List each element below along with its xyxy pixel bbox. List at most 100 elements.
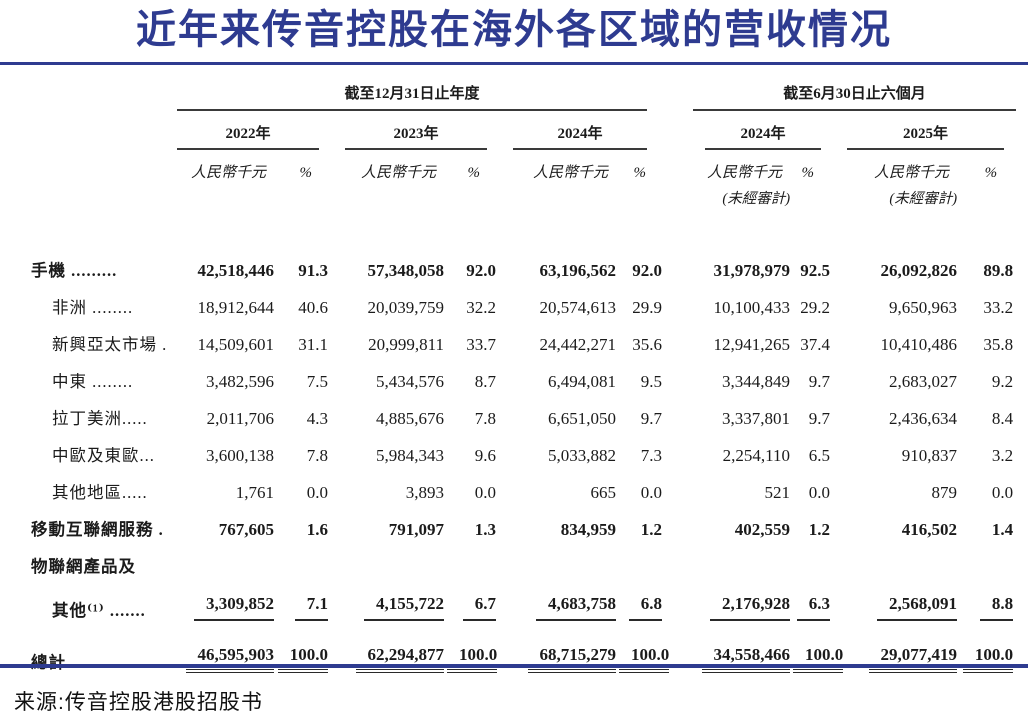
- value-cell: 2,568,091: [834, 585, 959, 629]
- cell-text: 402,559: [734, 520, 791, 539]
- cell-text: 8.8: [979, 593, 1014, 621]
- percent-cell: 92.0: [618, 252, 666, 289]
- cell-text: 8.7: [474, 372, 496, 391]
- gap-cell: [666, 252, 692, 289]
- row-label: 拉丁美洲.....: [52, 409, 148, 428]
- percent-cell: 9.7: [618, 400, 666, 437]
- cell-text: 1.3: [474, 520, 496, 539]
- value-cell: 3,337,801: [692, 400, 792, 437]
- row-label: 總計 ..........: [31, 653, 123, 672]
- value-cell: [834, 548, 959, 585]
- value-cell: 26,092,826: [834, 252, 959, 289]
- value-cell: 10,410,486: [834, 326, 959, 363]
- percent-cell: 91.3: [276, 252, 332, 289]
- cell-text: 9.7: [808, 372, 831, 391]
- percent-cell: 0.0: [959, 474, 1017, 511]
- cell-text: 92.5: [800, 261, 831, 280]
- percent-cell: 9.7: [792, 363, 834, 400]
- percent-cell: 33.7: [446, 326, 500, 363]
- cell-text: 0.0: [991, 483, 1014, 502]
- cell-text: 3,482,596: [206, 372, 274, 391]
- cell-text: 29.9: [632, 298, 663, 317]
- value-cell: 6,494,081: [500, 363, 618, 400]
- value-cell: [500, 548, 618, 585]
- percent-cell: 7.3: [618, 437, 666, 474]
- cell-text: 35.8: [983, 335, 1014, 354]
- currency-header: 人民幣千元: [874, 165, 950, 181]
- cell-text: 29.2: [800, 298, 831, 317]
- gap-cell: [666, 474, 692, 511]
- row-label: 移動互聯網服務 .: [31, 520, 164, 539]
- percent-cell: 0.0: [618, 474, 666, 511]
- percent-cell: 8.8: [959, 585, 1017, 629]
- percent-cell: 6.8: [618, 585, 666, 629]
- cell-text: 2,254,110: [722, 446, 791, 465]
- percent-cell: 8.4: [959, 400, 1017, 437]
- cell-text: 10,100,433: [713, 298, 791, 317]
- percent-cell: 29.9: [618, 289, 666, 326]
- value-cell: 57,348,058: [332, 252, 446, 289]
- percent-cell: 1.3: [446, 511, 500, 548]
- value-cell: 416,502: [834, 511, 959, 548]
- percent-cell: 37.4: [792, 326, 834, 363]
- empty-cell: [30, 151, 176, 184]
- percent-cell: 92.5: [792, 252, 834, 289]
- cell-text: 910,837: [901, 446, 958, 465]
- table-row: 移動互聯網服務 . 767,605 1.6 791,097 1.3 834,959 1.2 4…: [30, 511, 1017, 548]
- gap-cell: [666, 437, 692, 474]
- percent-cell: [276, 548, 332, 585]
- cell-text: 100.0: [619, 644, 670, 673]
- value-cell: 767,605: [176, 511, 276, 548]
- table-row: 總計 .......... 46,595,903 100.0 62,294,877 10…: [30, 629, 1017, 681]
- cell-text: 4.3: [306, 409, 328, 428]
- value-cell: 402,559: [692, 511, 792, 548]
- row-label: 物聯網產品及: [31, 557, 136, 576]
- cell-text: 92.0: [632, 261, 663, 280]
- value-cell: 834,959: [500, 511, 618, 548]
- value-cell: 3,309,852: [176, 585, 276, 629]
- percent-cell: 7.8: [446, 400, 500, 437]
- revenue-table: 截至12月31日止年度 截至6月30日止六個月 2022年 2023年 2024…: [30, 81, 1017, 681]
- cell-text: 416,502: [901, 520, 958, 539]
- value-cell: 3,600,138: [176, 437, 276, 474]
- row-label: 新興亞太市場 .: [52, 335, 168, 354]
- percent-cell: 40.6: [276, 289, 332, 326]
- cell-text: 7.5: [306, 372, 328, 391]
- percent-cell: 0.0: [276, 474, 332, 511]
- gap-cell: [666, 81, 692, 112]
- value-cell: 24,442,271: [500, 326, 618, 363]
- cell-text: 6.8: [628, 593, 663, 621]
- value-cell: 4,155,722: [332, 585, 446, 629]
- cell-text: 100.0: [793, 644, 844, 673]
- value-cell: 3,344,849: [692, 363, 792, 400]
- unaudited-label: (未經審計): [722, 191, 791, 207]
- cell-text: 9.5: [640, 372, 663, 391]
- gap-cell: [666, 585, 692, 629]
- interim-period-label: 截至6月30日止六個月: [693, 82, 1017, 111]
- gap-cell: [666, 363, 692, 400]
- value-cell: [332, 548, 446, 585]
- year-cell-2024: 2024年: [500, 112, 666, 151]
- cell-text: 879: [931, 483, 958, 502]
- cell-text: 2,011,706: [206, 409, 274, 428]
- percent-header: %: [984, 165, 998, 181]
- percent-cell: 100.0: [446, 629, 500, 681]
- percent-header: %: [467, 165, 481, 181]
- gap-cell: [666, 289, 692, 326]
- cell-text: 0.0: [640, 483, 663, 502]
- title-block: 近年来传音控股在海外各区域的营收情况: [0, 0, 1028, 55]
- cell-text: 100.0: [277, 644, 328, 673]
- table-row: 物聯網產品及: [30, 548, 1017, 585]
- cell-text: 1.2: [640, 520, 663, 539]
- value-cell: 29,077,419: [834, 629, 959, 681]
- percent-header: %: [633, 165, 647, 181]
- value-cell: 20,039,759: [332, 289, 446, 326]
- cell-text: 6,651,050: [548, 409, 616, 428]
- cell-text: 46,595,903: [185, 644, 274, 673]
- value-cell: 18,912,644: [176, 289, 276, 326]
- percent-cell: 9.7: [792, 400, 834, 437]
- cell-text: 24,442,271: [539, 335, 617, 354]
- percent-cell: 100.0: [959, 629, 1017, 681]
- cell-text: 665: [590, 483, 617, 502]
